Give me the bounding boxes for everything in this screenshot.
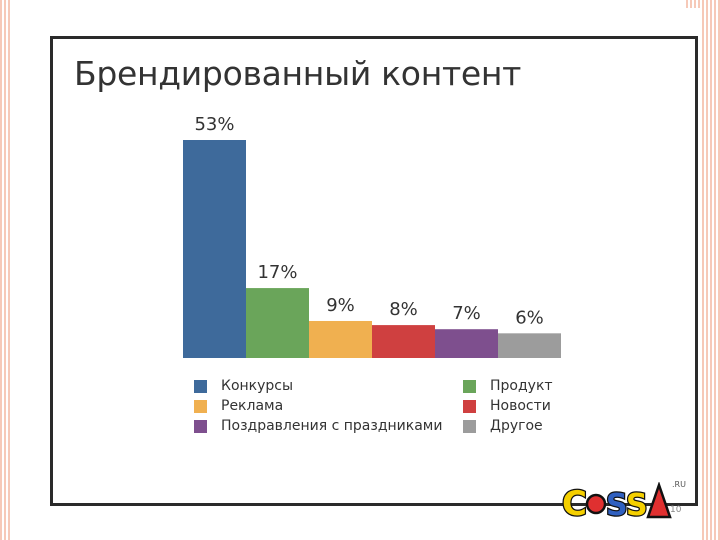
logo-domain: .RU <box>672 480 686 489</box>
legend-item: Другое <box>463 417 543 435</box>
bar-value-label: 7% <box>452 303 481 324</box>
legend-label: Продукт <box>490 378 553 394</box>
slide-title: Брендированный контент <box>74 54 522 93</box>
legend-swatch <box>194 419 207 433</box>
legend-item: Поздравления с праздниками <box>194 417 442 435</box>
bar-4 <box>435 329 498 358</box>
slide-number: 10 <box>670 505 682 515</box>
bar-value-label: 9% <box>326 295 355 316</box>
legend-swatch <box>194 379 207 393</box>
bar-value-label: 53% <box>194 114 234 135</box>
cassa-logo: C S S <box>562 482 672 520</box>
left-decoration <box>0 0 12 540</box>
bar-5 <box>498 333 561 358</box>
legend-item: Конкурсы <box>194 377 293 395</box>
legend-swatch <box>463 399 476 413</box>
legend-label: Конкурсы <box>221 378 294 394</box>
top-right-decoration <box>686 0 710 8</box>
bar-1 <box>246 288 309 358</box>
right-decoration <box>702 0 720 540</box>
legend-label: Поздравления с праздниками <box>221 418 443 434</box>
bar-2 <box>309 320 372 358</box>
bar-value-label: 17% <box>257 262 297 283</box>
bar-0 <box>183 140 246 358</box>
legend-item: Новости <box>463 397 551 415</box>
svg-text:S: S <box>626 488 648 520</box>
legend-label: Другое <box>490 418 543 434</box>
svg-text:S: S <box>606 488 628 520</box>
slide-frame <box>50 36 698 506</box>
bar-3 <box>372 325 435 358</box>
legend-label: Реклама <box>221 398 284 414</box>
legend-swatch <box>463 419 476 433</box>
bar-value-label: 6% <box>515 307 544 328</box>
legend-swatch <box>463 379 476 393</box>
svg-text:C: C <box>562 484 587 520</box>
bar-value-label: 8% <box>389 299 418 320</box>
legend-item: Продукт <box>463 377 553 395</box>
legend-item: Реклама <box>194 397 283 415</box>
legend-swatch <box>194 399 207 413</box>
legend-label: Новости <box>490 398 551 414</box>
